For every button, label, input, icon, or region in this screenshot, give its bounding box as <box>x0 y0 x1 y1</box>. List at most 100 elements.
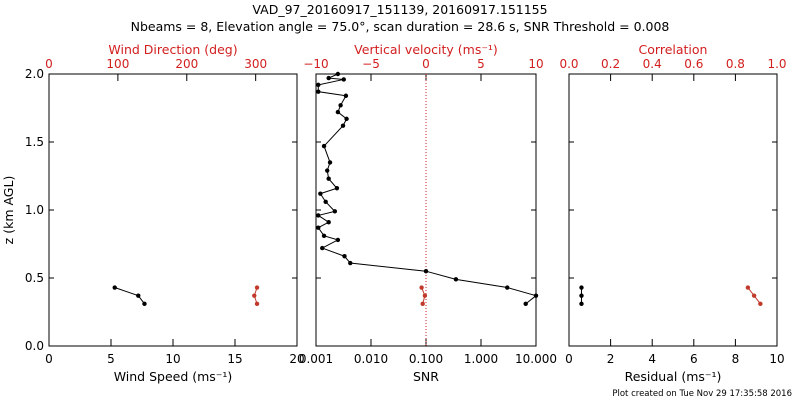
primary-data-point <box>505 285 510 290</box>
x-tick-label: 0.100 <box>409 352 443 366</box>
top-tick-label: 0.6 <box>684 57 703 71</box>
panel-snr-bottom-axis: 0.001 0.010 0.100 1.000 10.000 <box>299 339 557 366</box>
panel-residual-top-label: Correlation <box>639 42 708 57</box>
x-tick-label: 8 <box>732 352 740 366</box>
panel-wind-marks <box>112 285 260 307</box>
primary-data-point <box>323 199 328 205</box>
primary-data-point <box>335 237 341 243</box>
secondary-data-point <box>422 293 428 298</box>
top-tick-label: 10 <box>528 57 543 71</box>
primary-data-point <box>533 293 539 298</box>
primary-data-point <box>344 116 349 122</box>
primary-data-point <box>321 143 327 149</box>
primary-data-point <box>321 233 327 239</box>
top-tick-label: 0 <box>422 57 430 71</box>
panel-snr-top-axis: −10 −5 0 5 10 <box>303 57 544 81</box>
primary-data-point <box>327 160 333 165</box>
top-tick-label: −10 <box>303 57 328 71</box>
x-tick-label: 6 <box>690 352 698 366</box>
secondary-data-point <box>419 285 424 290</box>
primary-data-point <box>320 245 325 251</box>
primary-data-point <box>316 213 321 218</box>
panel-wind-x-label: Wind Speed (ms⁻¹) <box>114 369 233 384</box>
top-tick-label: −5 <box>362 57 380 71</box>
panel-wind: 0.0 0.5 1.0 1.5 2.0 0 5 10 15 20 0 100 200 300 z (k… <box>1 42 305 384</box>
panel-wind-top-label: Wind Direction (deg) <box>108 42 237 57</box>
x-tick-label: 4 <box>648 352 656 366</box>
primary-data-point <box>579 301 584 307</box>
top-tick-label: 200 <box>175 57 198 71</box>
panel-residual-bottom-axis: 0 2 4 6 8 10 <box>565 339 785 366</box>
panel-snr-marks <box>316 71 539 346</box>
primary-data-point <box>348 260 353 266</box>
top-tick-label: 300 <box>244 57 267 71</box>
panel-residual: 0 2 4 6 8 10 0.0 0.2 0.4 0.6 0.8 1.0 Residual (ms⁻… <box>559 42 786 384</box>
panel-wind-bottom-axis: 0 5 10 15 20 <box>45 339 305 366</box>
primary-data-point <box>335 71 341 77</box>
panel-wind-y-axis: 0.0 0.5 1.0 1.5 2.0 <box>25 67 297 353</box>
panel-residual-x-label: Residual (ms⁻¹) <box>625 369 722 384</box>
x-tick-label: 5 <box>107 352 115 366</box>
top-tick-label: 0.8 <box>726 57 745 71</box>
primary-data-point <box>335 109 341 115</box>
primary-data-point <box>338 103 343 108</box>
secondary-data-point <box>751 293 757 298</box>
x-tick-label: 0 <box>45 352 53 366</box>
primary-data-point <box>334 186 340 191</box>
x-tick-label: 0 <box>565 352 573 366</box>
top-tick-label: 0.4 <box>643 57 662 71</box>
primary-data-point <box>136 293 141 298</box>
y-tick-label: 0.0 <box>25 339 44 353</box>
panel-snr: 0.001 0.010 0.100 1.000 10.000 −10 −5 0 5 10 SNR… <box>299 42 557 384</box>
top-tick-label: 0 <box>45 57 53 71</box>
top-tick-label: 100 <box>106 57 129 71</box>
primary-data-point <box>318 191 323 196</box>
primary-data-point <box>112 285 117 290</box>
secondary-data-point <box>254 301 260 307</box>
primary-data-point <box>340 123 346 128</box>
y-tick-label: 1.0 <box>25 203 44 217</box>
primary-data-point <box>325 168 330 173</box>
footer-timestamp: Plot created on Tue Nov 29 17:35:58 2016 <box>612 389 792 399</box>
primary-data-point <box>142 301 147 307</box>
y-tick-label: 1.5 <box>25 135 44 149</box>
primary-data-point <box>316 89 321 94</box>
title-line-2: Nbeams = 8, Elevation angle = 75.0°, sca… <box>131 19 670 34</box>
x-tick-label: 2 <box>607 352 615 366</box>
primary-data-point <box>326 220 331 225</box>
secondary-data-point <box>758 301 763 307</box>
primary-data-point <box>453 277 459 282</box>
x-tick-label: 1.000 <box>464 352 498 366</box>
x-tick-label: 15 <box>227 352 242 366</box>
secondary-data-point <box>420 301 425 307</box>
primary-data-point <box>316 225 321 230</box>
panel-wind-frame <box>48 73 298 347</box>
primary-data-point <box>332 209 338 214</box>
primary-data-point <box>341 77 346 82</box>
secondary-data-point <box>252 293 257 298</box>
primary-data-point <box>343 93 349 98</box>
top-tick-label: 1.0 <box>767 57 786 71</box>
top-tick-label: 0.2 <box>601 57 620 71</box>
top-tick-label: 0.0 <box>559 57 578 71</box>
x-tick-label: 0.010 <box>354 352 388 366</box>
panel-residual-top-axis: 0.0 0.2 0.4 0.6 0.8 1.0 <box>559 57 787 81</box>
primary-data-point <box>326 176 331 181</box>
y-tick-label: 2.0 <box>25 67 44 81</box>
x-tick-label: 10.000 <box>515 352 557 366</box>
x-tick-label: 20 <box>289 352 304 366</box>
x-tick-label: 10 <box>769 352 784 366</box>
title-line-1: VAD_97_20160917_151139, 20160917.151155 <box>252 2 547 17</box>
primary-data-point <box>523 301 528 307</box>
y-tick-label: 0.5 <box>25 271 44 285</box>
panel-snr-x-label: SNR <box>413 369 439 384</box>
primary-data-point <box>579 285 584 290</box>
secondary-data-point <box>745 285 751 290</box>
top-tick-label: 5 <box>477 57 485 71</box>
y-axis-label: z (km AGL) <box>1 176 16 245</box>
primary-data-point <box>342 254 347 259</box>
panel-residual-marks <box>579 285 763 307</box>
panel-residual-frame <box>568 73 778 347</box>
x-tick-label: 0.001 <box>299 352 333 366</box>
